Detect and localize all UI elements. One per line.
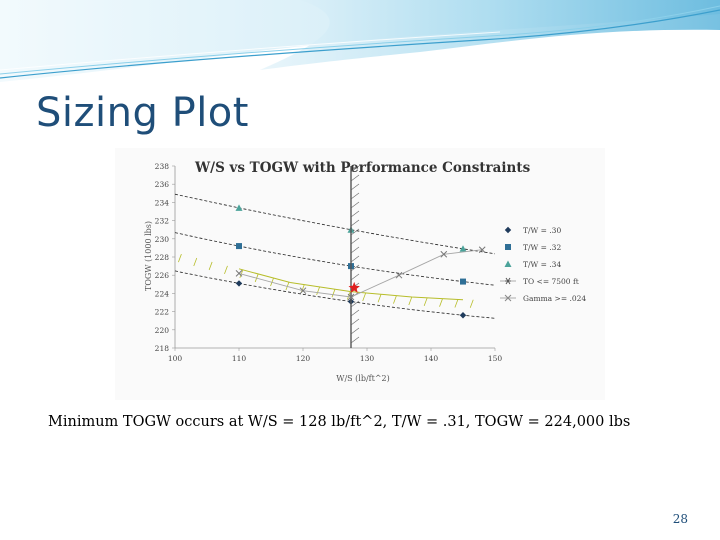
landing-hatch — [350, 219, 360, 227]
x-axis-label: W/S (lb/ft^2) — [336, 374, 390, 383]
optimum-star — [348, 281, 360, 293]
y-tick-label: 234 — [155, 198, 170, 207]
takeoff-hatch — [178, 253, 182, 263]
series-point-3 — [235, 204, 243, 211]
gamma-point — [347, 293, 355, 301]
landing-hatch — [350, 336, 360, 344]
legend-label: T/W = .32 — [523, 243, 561, 252]
legend-marker — [505, 244, 511, 250]
x-tick-label: 100 — [168, 354, 183, 363]
x-tick-label: 150 — [488, 354, 503, 363]
landing-hatch — [350, 228, 360, 236]
takeoff-hatch — [224, 265, 228, 275]
landing-hatch — [350, 327, 360, 335]
legend-marker — [504, 260, 512, 267]
series-line-2 — [174, 232, 496, 286]
x-tick-label: 140 — [424, 354, 439, 363]
legend-label: T/W = .34 — [523, 260, 561, 269]
series-point-2 — [460, 278, 466, 285]
x-tick-label: 120 — [296, 354, 311, 363]
takeoff-hatch — [362, 292, 367, 302]
gamma-constraint-line — [238, 249, 483, 298]
chart-panel: W/S vs TOGW with Performance Constraints… — [115, 148, 605, 400]
y-tick-label: 238 — [155, 162, 170, 171]
landing-hatch — [350, 165, 360, 173]
gamma-point — [299, 287, 307, 295]
series-point-1 — [459, 312, 467, 319]
y-tick-label: 218 — [155, 344, 170, 353]
slide-title: Sizing Plot — [36, 90, 249, 136]
takeoff-hatch — [193, 257, 198, 267]
gamma-point — [235, 270, 243, 277]
series-line-1 — [174, 270, 496, 319]
landing-hatch — [350, 318, 360, 326]
header-banner — [0, 0, 720, 82]
landing-hatch — [350, 192, 360, 200]
y-axis-label: TOGW (1000 lbs) — [144, 221, 153, 291]
series-line-3 — [174, 193, 496, 255]
caption: Minimum TOGW occurs at W/S = 128 lb/ft^2… — [48, 414, 631, 430]
y-tick-label: 220 — [155, 326, 170, 335]
landing-hatch — [350, 246, 360, 254]
landing-hatch — [350, 183, 360, 191]
gamma-point — [478, 246, 486, 254]
gamma-point — [440, 250, 448, 258]
landing-hatch — [350, 237, 360, 245]
y-tick-label: 228 — [155, 253, 170, 262]
landing-hatch — [350, 210, 360, 218]
takeoff-hatch — [331, 289, 336, 298]
series-point-3 — [459, 245, 467, 252]
y-tick-label: 232 — [155, 217, 170, 226]
takeoff-hatch — [423, 297, 428, 306]
landing-hatch — [350, 300, 360, 308]
y-tick-label: 222 — [155, 308, 170, 317]
takeoff-hatch — [469, 299, 474, 308]
landing-hatch — [350, 255, 360, 263]
legend-label: T/W = .30 — [523, 226, 561, 235]
legend-marker — [504, 226, 512, 234]
landing-hatch — [350, 174, 360, 182]
takeoff-hatch — [377, 294, 382, 303]
page-number: 28 — [672, 512, 688, 526]
landing-hatch — [350, 309, 360, 317]
takeoff-hatch — [316, 286, 321, 296]
landing-hatch — [350, 264, 360, 272]
takeoff-hatch — [208, 261, 213, 271]
landing-hatch — [350, 273, 360, 281]
takeoff-hatch — [439, 298, 443, 307]
landing-hatch — [350, 201, 360, 209]
legend-label: Gamma >= .024 — [523, 294, 586, 303]
takeoff-hatch — [408, 296, 413, 306]
y-tick-label: 226 — [155, 271, 170, 280]
series-point-1 — [235, 280, 243, 287]
x-tick-label: 110 — [232, 354, 247, 363]
sizing-chart: W/S vs TOGW with Performance Constraints… — [144, 160, 586, 383]
takeoff-hatch — [454, 299, 459, 308]
legend-marker — [505, 277, 511, 285]
y-tick-label: 236 — [155, 180, 170, 189]
x-tick-label: 130 — [360, 354, 375, 363]
chart-title: W/S vs TOGW with Performance Constraints — [194, 160, 531, 176]
series-point-2 — [236, 243, 242, 250]
takeoff-hatch — [393, 295, 397, 304]
gamma-point — [395, 271, 403, 279]
y-tick-label: 230 — [155, 235, 170, 244]
legend-label: TO <= 7500 ft — [523, 277, 579, 286]
legend-marker — [504, 294, 512, 302]
y-tick-label: 224 — [155, 289, 170, 298]
legend: T/W = .30 T/W = .32 T/W = .34 TO <= 7500 ft… — [500, 226, 586, 303]
